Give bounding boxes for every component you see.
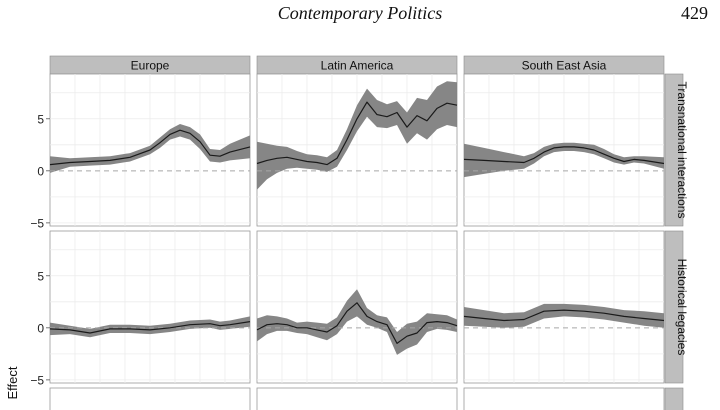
row-label-historical-legacies: Historical legacies	[675, 259, 689, 356]
panel-row3-south-east-asia-partial	[463, 387, 665, 410]
strip-label-europe: Europe	[131, 59, 170, 73]
page-number: 429	[681, 3, 708, 23]
y-axis-label: Effect	[5, 366, 20, 399]
journal-title: Contemporary Politics	[277, 3, 443, 23]
confidence-band-transnational-interactions-south-east-asia	[464, 142, 664, 178]
strip-label-south-east-asia: South East Asia	[522, 59, 607, 73]
confidence-band-historical-legacies-europe	[50, 316, 250, 338]
effect-line-transnational-interactions-europe	[49, 129, 251, 166]
panel-row3-europe-partial	[49, 387, 251, 410]
effect-line-transnational-interactions-south-east-asia	[463, 146, 665, 165]
row-label-transnational-interactions: Transnational interactions	[675, 82, 689, 219]
confidence-band-historical-legacies-latin-america	[257, 289, 457, 355]
effect-line-historical-legacies-europe	[49, 321, 251, 334]
panel-row3-latin-america-partial	[256, 387, 458, 410]
y-tick-label: −5	[30, 216, 44, 230]
confidence-band-historical-legacies-south-east-asia	[464, 303, 664, 328]
page-header: Contemporary Politics 429	[0, 0, 720, 30]
y-tick-label: 5	[37, 112, 44, 126]
effect-line-historical-legacies-south-east-asia	[463, 309, 665, 322]
y-tick-label: 0	[37, 164, 44, 178]
y-tick-label: 5	[37, 269, 44, 283]
effect-line-transnational-interactions-latin-america	[256, 101, 458, 166]
effect-line-historical-legacies-latin-america	[256, 302, 458, 344]
row-strip-historical-legacies	[664, 230, 684, 384]
y-tick-label: −5	[30, 373, 44, 387]
row-strip-partial	[664, 387, 684, 410]
confidence-band-transnational-interactions-latin-america	[257, 81, 457, 190]
facet-grid: Europe Latin America South East Asia Transn…	[30, 55, 689, 410]
y-tick-label: 0	[37, 321, 44, 335]
row-strip-transnational-interactions	[664, 73, 684, 227]
strip-label-latin-america: Latin America	[321, 59, 394, 73]
